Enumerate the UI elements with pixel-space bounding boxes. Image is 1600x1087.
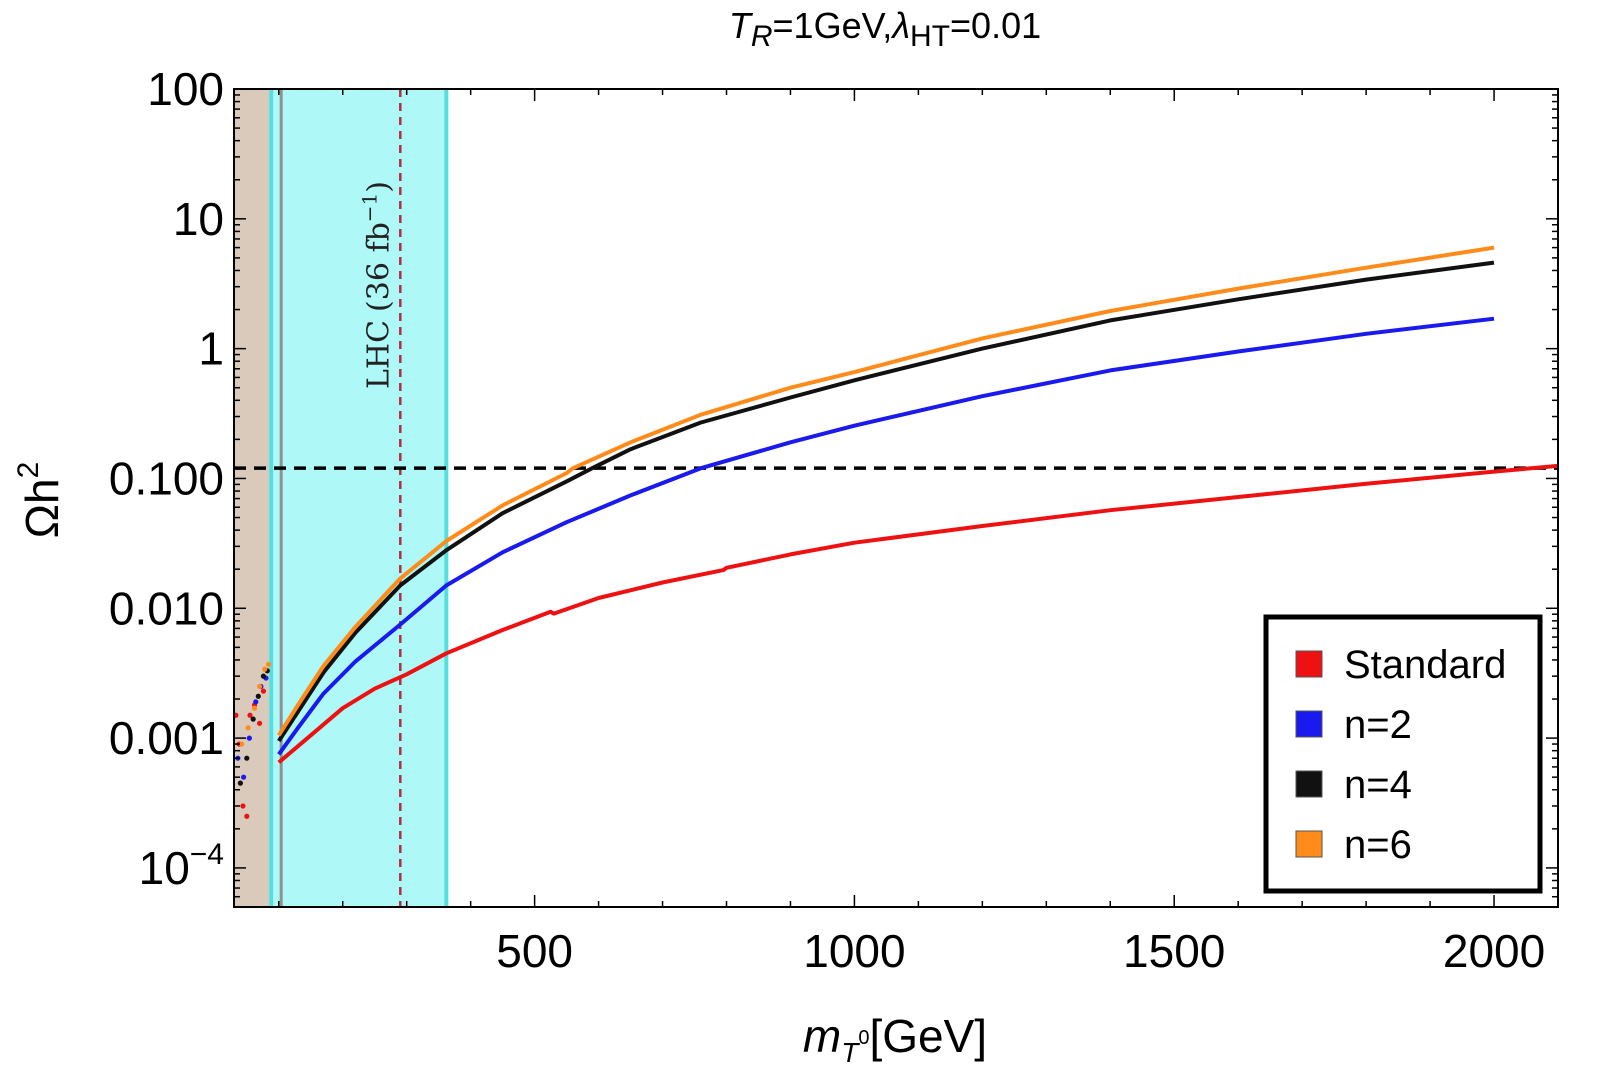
scatter-point-n-6 <box>239 741 245 747</box>
series-line-standard <box>277 463 1558 764</box>
legend-swatch-n-2 <box>1295 710 1323 738</box>
scatter-point-n-4 <box>255 693 261 699</box>
y-tick-label: 10 <box>173 193 224 245</box>
scatter-point-standard <box>244 813 250 819</box>
x-axis-label: mT0[GeV] <box>803 1010 987 1068</box>
lhc-exclusion-band <box>269 89 447 907</box>
scatter-point-n-2 <box>240 774 247 780</box>
scatter-point-n-4 <box>237 780 243 786</box>
scatter-point-n-6 <box>256 683 263 690</box>
y-tick-label: 0.010 <box>109 582 224 634</box>
y-tick-label: 10−4 <box>139 838 224 894</box>
legend-label-n-6: n=6 <box>1344 823 1412 867</box>
legend-label-n-2: n=2 <box>1344 703 1412 747</box>
x-tick-label: 1000 <box>803 925 905 977</box>
y-tick-label: 0.001 <box>109 712 224 764</box>
series-line-n-2 <box>277 316 1495 756</box>
scatter-point-n-6 <box>251 705 258 711</box>
scatter-point-n-4 <box>244 755 250 761</box>
scatter-point-standard <box>234 712 239 718</box>
y-tick-label: 1 <box>198 323 224 375</box>
legend-label-n-4: n=4 <box>1344 763 1412 807</box>
series-line-n-6 <box>277 245 1495 737</box>
scatter-point-n-4 <box>250 716 256 722</box>
y-tick-label: 100 <box>147 63 224 115</box>
y-axis-label: Ωh2 <box>12 462 68 539</box>
chart-title: TR=1GeV,λHT=0.01 <box>729 5 1041 53</box>
y-tick-label: 0.100 <box>109 452 224 504</box>
scatter-point-n-6 <box>265 661 272 667</box>
scatter-point-n-4 <box>260 673 267 679</box>
legend-swatch-n-4 <box>1295 770 1323 798</box>
legend-swatch-n-6 <box>1295 830 1323 858</box>
scatter-point-n-6 <box>262 666 268 672</box>
scatter-point-standard <box>260 688 267 694</box>
legend: Standard n=2 n=4 n=6 <box>1263 614 1543 894</box>
x-tick-label: 2000 <box>1443 925 1545 977</box>
series-line-n-4 <box>277 260 1495 743</box>
scatter-point-n-2 <box>253 699 259 705</box>
scatter-point-n-6 <box>245 725 251 731</box>
scatter-point-n-2 <box>246 735 252 741</box>
scatter-point-standard <box>247 712 253 718</box>
legend-label-standard: Standard <box>1344 643 1506 687</box>
lhc-label: LHC(36 fb−1) <box>357 181 396 389</box>
x-tick-label: 500 <box>496 925 573 977</box>
legend-swatch-standard <box>1295 650 1323 678</box>
scatter-point-standard <box>256 720 263 726</box>
scatter-point-standard <box>240 803 246 809</box>
x-tick-label: 1500 <box>1123 925 1225 977</box>
